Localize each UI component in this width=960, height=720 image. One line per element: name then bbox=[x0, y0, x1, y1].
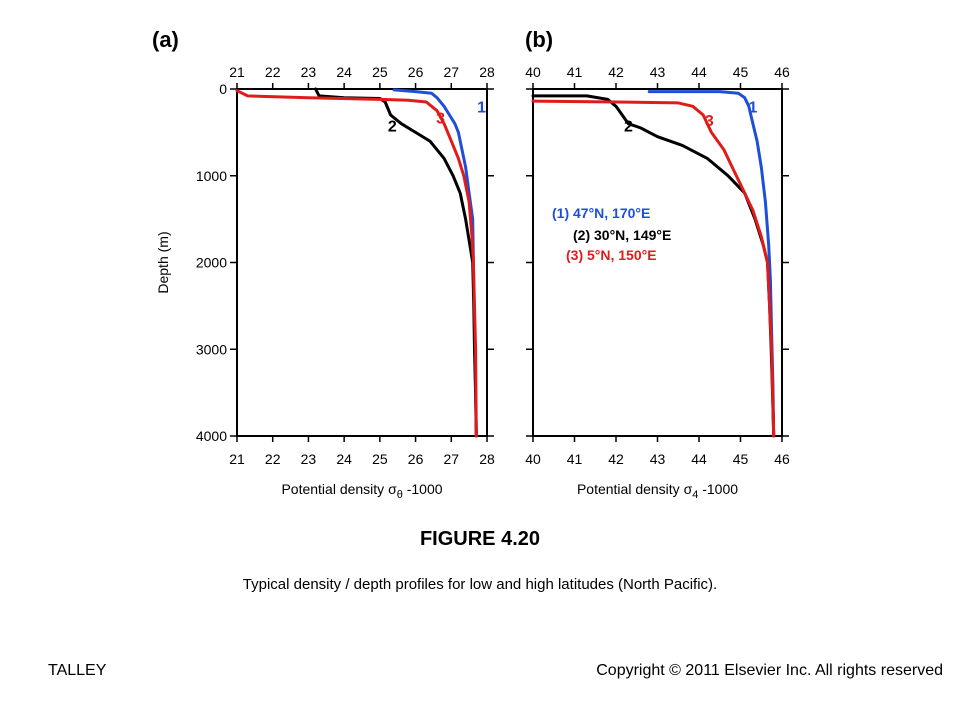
panel-a-ytick-label: 3000 bbox=[196, 341, 227, 357]
panel-b-xlabel: Potential density σ4 -1000 bbox=[577, 481, 738, 501]
panel-b-xtick-label-top: 40 bbox=[525, 64, 541, 80]
panel-a-ytick-label: 0 bbox=[219, 81, 227, 97]
figure-title: FIGURE 4.20 bbox=[419, 528, 541, 550]
panel-b-legend-entry-2: (2) 30°N, 149°E bbox=[573, 227, 671, 243]
panel-b-xtick-label-top: 46 bbox=[774, 64, 790, 80]
panel-b-legend-entry-3: (3) 5°N, 150°E bbox=[566, 247, 657, 263]
panel-b-xtick-label-top: 43 bbox=[650, 64, 666, 80]
panel-b-xtick-label-top: 45 bbox=[733, 64, 749, 80]
panel-a-series-3-line bbox=[235, 89, 478, 438]
panel-b-legend-entry-1: (1) 47°N, 170°E bbox=[552, 205, 650, 221]
panel-a-xtick-label-bottom: 27 bbox=[443, 451, 459, 467]
panel-a-ytick-label: 4000 bbox=[196, 428, 227, 444]
panel-a-xtick-label-top: 28 bbox=[479, 64, 495, 80]
panel-a-xtick-label-top: 21 bbox=[229, 64, 245, 80]
panel-a-xtick-label-top: 22 bbox=[265, 64, 281, 80]
panel-b-curve-label-2: 2 bbox=[624, 118, 633, 135]
panel-a-xtick-label-bottom: 26 bbox=[408, 451, 424, 467]
panel-b-xtick-label-bottom: 46 bbox=[774, 451, 790, 467]
panel-a-xtick-label-top: 23 bbox=[301, 64, 317, 80]
panel-b-series-3-line bbox=[531, 99, 776, 438]
panel-a-xtick-label-bottom: 22 bbox=[265, 451, 281, 467]
panel-a-xtick-label-bottom: 23 bbox=[301, 451, 317, 467]
panel-a-label: (a) bbox=[152, 27, 179, 52]
panel-a-xtick-label-top: 27 bbox=[443, 64, 459, 80]
panel-a-curve-label-1: 1 bbox=[477, 99, 486, 116]
panel-b-xtick-label-top: 44 bbox=[691, 64, 707, 80]
panel-b-series-1-line bbox=[647, 90, 776, 438]
panel-b-xtick-label-bottom: 44 bbox=[691, 451, 707, 467]
panel-a-xtick-label-bottom: 28 bbox=[479, 451, 495, 467]
panel-b-xtick-label-bottom: 45 bbox=[733, 451, 749, 467]
panel-a-ylabel: Depth (m) bbox=[155, 231, 171, 293]
footer-author: TALLEY bbox=[48, 662, 107, 679]
panel-a-ytick-label: 1000 bbox=[196, 168, 227, 184]
panel-a-xtick-label-bottom: 21 bbox=[229, 451, 245, 467]
panel-b-curve-label-1: 1 bbox=[749, 99, 758, 116]
panel-a-xtick-label-bottom: 24 bbox=[336, 451, 352, 467]
panel-a-curve-label-3: 3 bbox=[436, 111, 445, 128]
figure-caption: Typical density / depth profiles for low… bbox=[242, 576, 718, 593]
panel-a-xtick-label-bottom: 25 bbox=[372, 451, 388, 467]
panel-b-xtick-label-bottom: 41 bbox=[567, 451, 583, 467]
panel-b-xtick-label-top: 42 bbox=[608, 64, 624, 80]
panel-b-series-2-line bbox=[531, 94, 776, 438]
panel-a-xlabel: Potential density σθ -1000 bbox=[281, 481, 442, 501]
panel-a-xtick-label-top: 26 bbox=[408, 64, 424, 80]
density-depth-figure: (a)2121222223232424252526262727282801000… bbox=[152, 27, 790, 501]
panel-b-xtick-label-bottom: 42 bbox=[608, 451, 624, 467]
panel-b-xtick-label-top: 41 bbox=[567, 64, 583, 80]
panel-a-ytick-label: 2000 bbox=[196, 255, 227, 271]
panel-a-xtick-label-top: 25 bbox=[372, 64, 388, 80]
panel-b-label: (b) bbox=[525, 27, 553, 52]
panel-b-curve-label-3: 3 bbox=[705, 113, 714, 130]
panel-a-series-1-line bbox=[392, 88, 478, 438]
panel-a-curve-label-2: 2 bbox=[388, 118, 397, 135]
panel-a-frame bbox=[236, 88, 488, 437]
panel-a-xtick-label-top: 24 bbox=[336, 64, 352, 80]
panel-b-xtick-label-bottom: 40 bbox=[525, 451, 541, 467]
footer-copyright: Copyright © 2011 Elsevier Inc. All right… bbox=[596, 662, 943, 679]
panel-b-xtick-label-bottom: 43 bbox=[650, 451, 666, 467]
